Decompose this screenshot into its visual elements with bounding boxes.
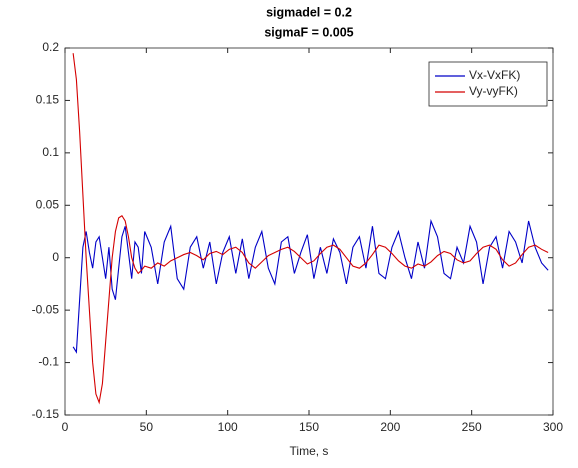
x-tick-label: 300 — [543, 420, 563, 434]
x-tick-label: 250 — [462, 420, 482, 434]
x-tick-label: 50 — [140, 420, 154, 434]
chart-title: sigmadel = 0.2 — [266, 5, 352, 19]
x-tick-label: 150 — [299, 420, 319, 434]
series-line — [72, 218, 549, 354]
x-axis-label: Time, s — [290, 444, 329, 458]
y-tick-label: 0.15 — [36, 93, 60, 107]
y-tick-label: 0.1 — [42, 145, 59, 159]
series-line — [72, 53, 549, 405]
legend-box — [428, 61, 548, 107]
x-tick-label: 100 — [218, 420, 238, 434]
legend-label: Vy-vyFK) — [469, 84, 518, 98]
y-tick-label: -0.15 — [32, 407, 60, 421]
x-tick-label: 0 — [62, 420, 69, 434]
y-tick-label: 0.2 — [42, 40, 59, 54]
y-tick-label: 0.05 — [36, 197, 60, 211]
y-tick-label: -0.05 — [32, 302, 60, 316]
legend-label: Vx-VxFK) — [469, 68, 520, 82]
y-tick-label: 0 — [52, 250, 59, 264]
x-tick-label: 200 — [380, 420, 400, 434]
chart-subtitle: sigmaF = 0.005 — [264, 25, 353, 39]
y-tick-label: -0.1 — [38, 355, 59, 369]
